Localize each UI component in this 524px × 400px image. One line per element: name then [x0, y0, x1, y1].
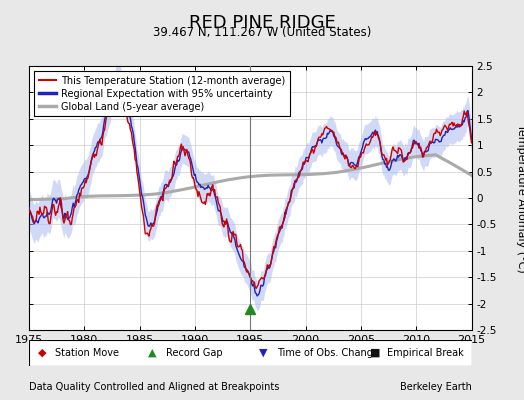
- Y-axis label: Temperature Anomaly (°C): Temperature Anomaly (°C): [516, 124, 524, 272]
- Text: RED PINE RIDGE: RED PINE RIDGE: [189, 14, 335, 32]
- Legend: This Temperature Station (12-month average), Regional Expectation with 95% uncer: This Temperature Station (12-month avera…: [34, 71, 290, 116]
- Text: Empirical Break: Empirical Break: [387, 348, 464, 358]
- Text: Record Gap: Record Gap: [166, 348, 223, 358]
- Text: 39.467 N, 111.267 W (United States): 39.467 N, 111.267 W (United States): [153, 26, 371, 39]
- Text: ▼: ▼: [259, 348, 268, 358]
- Text: ▲: ▲: [148, 348, 157, 358]
- Text: ◆: ◆: [38, 348, 46, 358]
- Text: Time of Obs. Change: Time of Obs. Change: [277, 348, 379, 358]
- Text: Berkeley Earth: Berkeley Earth: [400, 382, 472, 392]
- FancyBboxPatch shape: [29, 340, 472, 366]
- Text: Data Quality Controlled and Aligned at Breakpoints: Data Quality Controlled and Aligned at B…: [29, 382, 279, 392]
- Text: ■: ■: [370, 348, 380, 358]
- Text: Station Move: Station Move: [56, 348, 119, 358]
